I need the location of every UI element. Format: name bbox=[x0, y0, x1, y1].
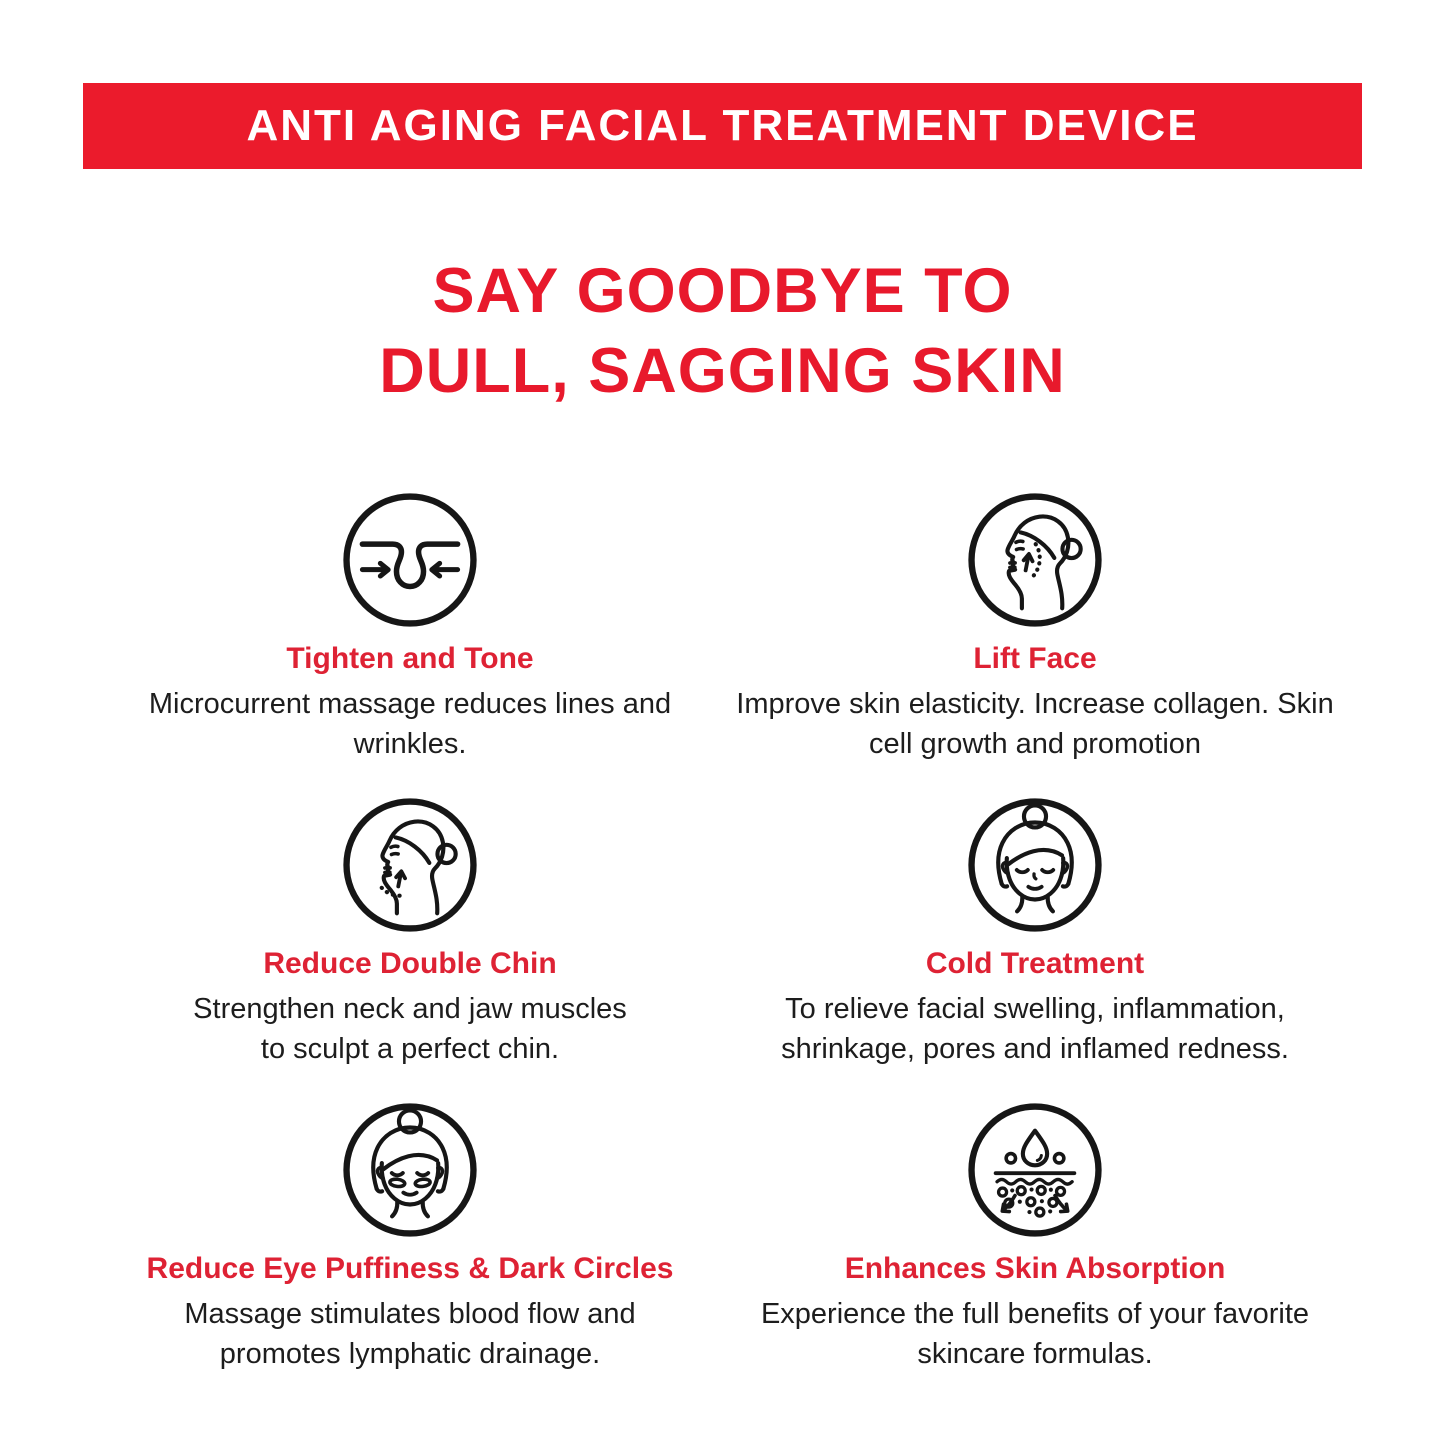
feature-card-cold-treatment: Cold Treatment To relieve facial swellin… bbox=[723, 796, 1348, 1069]
feature-description: Microcurrent massage reduces lines and w… bbox=[148, 688, 672, 760]
skin-absorption-icon bbox=[966, 1101, 1104, 1239]
banner-title: ANTI AGING FACIAL TREATMENT DEVICE bbox=[246, 101, 1199, 150]
feature-title: Reduce Eye Puffiness & Dark Circles bbox=[146, 1252, 674, 1285]
feature-description: Massage stimulates blood flow and promot… bbox=[184, 1298, 636, 1370]
feature-description: To relieve facial swelling, inflammation… bbox=[781, 993, 1289, 1065]
feature-title: Tighten and Tone bbox=[286, 642, 534, 675]
feature-title: Reduce Double Chin bbox=[263, 947, 557, 980]
wrinkle-tighten-icon bbox=[341, 491, 479, 629]
feature-description: Experience the full benefits of your fav… bbox=[760, 1298, 1310, 1370]
feature-card-enhances-skin-absorption: Enhances Skin Absorption Experience the … bbox=[723, 1101, 1348, 1374]
headline-line-1: SAY GOODBYE TO bbox=[432, 256, 1013, 326]
feature-card-reduce-double-chin: Reduce Double Chin Strengthen neck and j… bbox=[98, 796, 723, 1069]
eye-patches-face-icon bbox=[341, 1101, 479, 1239]
feature-title: Cold Treatment bbox=[925, 947, 1145, 980]
feature-description: Strengthen neck and jaw muscles to sculp… bbox=[193, 993, 627, 1065]
feature-card-tighten-and-tone: Tighten and Tone Microcurrent massage re… bbox=[98, 491, 723, 764]
cold-treatment-face-icon bbox=[966, 796, 1104, 934]
headline: SAY GOODBYE TO DULL, SAGGING SKIN bbox=[0, 251, 1445, 411]
feature-description: Improve skin elasticity. Increase collag… bbox=[736, 688, 1334, 760]
face-lift-profile-icon bbox=[966, 491, 1104, 629]
feature-card-reduce-eye-puffiness: Reduce Eye Puffiness & Dark Circles Mass… bbox=[98, 1101, 723, 1374]
feature-title: Enhances Skin Absorption bbox=[844, 1252, 1226, 1285]
features-grid: Tighten and Tone Microcurrent massage re… bbox=[98, 491, 1348, 1374]
feature-card-lift-face: Lift Face Improve skin elasticity. Incre… bbox=[723, 491, 1348, 764]
double-chin-profile-icon bbox=[341, 796, 479, 934]
top-banner: ANTI AGING FACIAL TREATMENT DEVICE bbox=[83, 83, 1362, 169]
headline-line-2: DULL, SAGGING SKIN bbox=[379, 336, 1066, 406]
feature-title: Lift Face bbox=[973, 642, 1097, 675]
